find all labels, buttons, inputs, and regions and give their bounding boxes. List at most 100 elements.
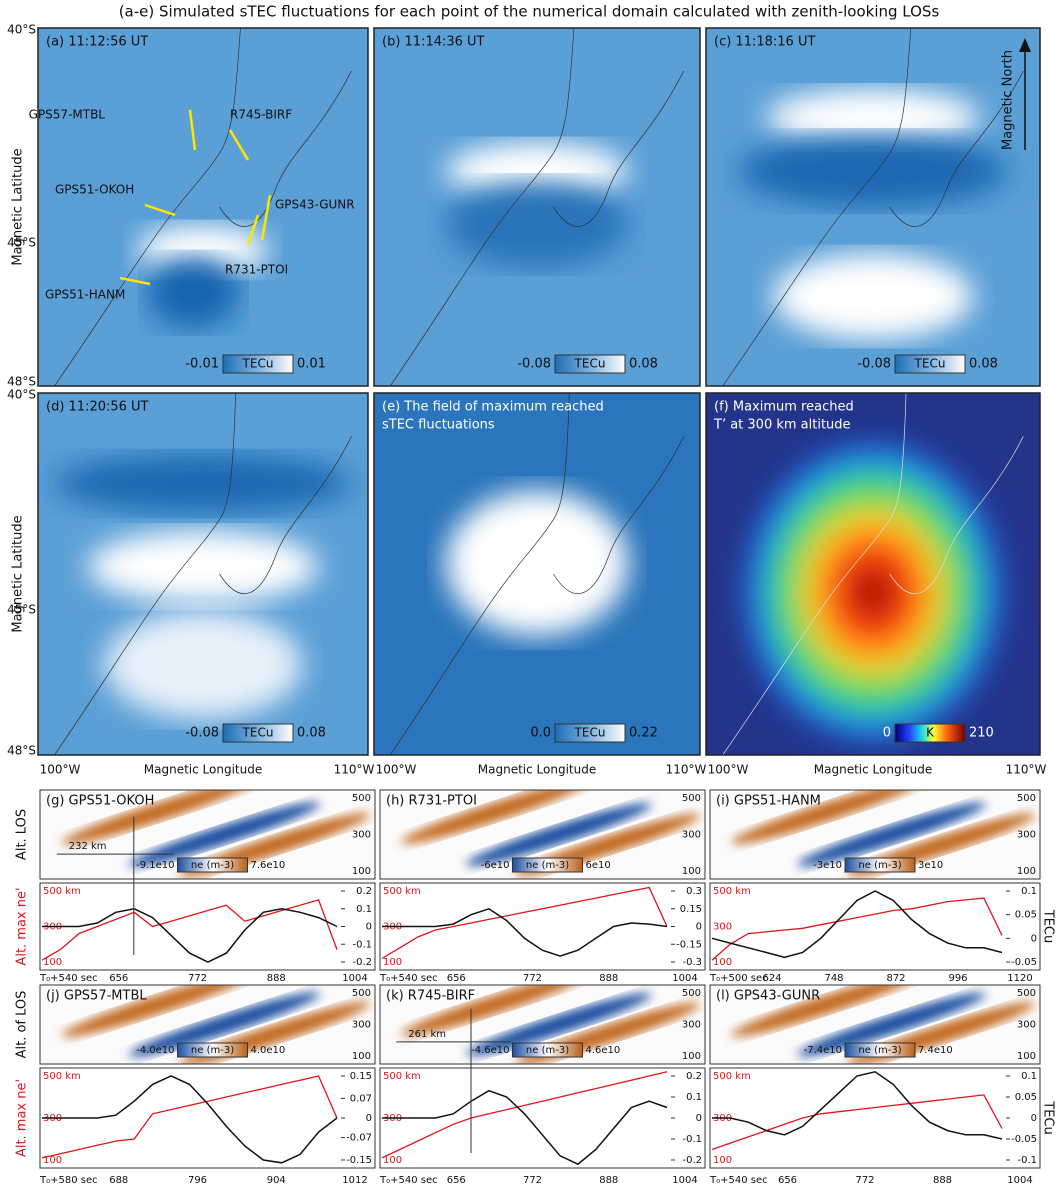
tec-tick-label: 0.07 [350, 1093, 372, 1104]
colorbar-min: -4.0e10 [136, 1045, 174, 1056]
lon-axis-label: Magnetic Longitude [144, 763, 262, 777]
tec-tick-label: 0.05 [1015, 1092, 1037, 1103]
panel-label: (l) GPS43-GUNR [716, 989, 820, 1004]
alt-tick-label: 300 [713, 922, 732, 933]
tec-tick-label: -0.05 [1011, 1134, 1037, 1145]
colorbar-min: -9.1e10 [136, 860, 174, 871]
heat-tick-label: 100 [682, 866, 701, 877]
colorbar-min: -0.08 [857, 357, 891, 372]
alt-tick-label: 500 km [383, 886, 421, 897]
map-field [88, 531, 319, 603]
x-tick-label: 1004 [1007, 1175, 1032, 1186]
tec-tick-label: -0.1 [1017, 1155, 1037, 1166]
alt-tick-label: 500 km [383, 1071, 421, 1082]
tec-tick-label: 0.3 [686, 886, 702, 897]
heat-tick-label: 100 [1017, 866, 1036, 877]
colorbar-max: 210 [969, 726, 994, 741]
heat-tick-label: 300 [352, 1020, 371, 1031]
tec-tick-label: 0 [696, 1113, 702, 1124]
x-tick-label: 796 [188, 1175, 207, 1186]
marker-label: 261 km [408, 1029, 446, 1040]
map-label: (c) 11:18:16 UT [714, 35, 815, 50]
colorbar-max: 0.01 [297, 357, 326, 372]
map-label: (e) The field of maximum reached [382, 400, 604, 415]
tec-tick-label: 0 [1031, 1113, 1037, 1124]
lat-tick-label: 48°S [7, 375, 36, 389]
map-label: (d) 11:20:56 UT [46, 400, 149, 415]
figure: (a-e) Simulated sTEC fluctuations for ea… [0, 0, 1058, 1190]
colorbar-max: 0.08 [969, 357, 998, 372]
heat-tick-label: 500 [682, 988, 701, 999]
station-label: GPS51-OKOH [55, 183, 134, 197]
map-field [446, 491, 629, 636]
lon-tick-label: 110°W [1006, 763, 1047, 777]
x-tick-label: 872 [886, 973, 905, 984]
lat-axis-label: Magnetic Latitude [11, 515, 26, 632]
heat-tick-label: 100 [1017, 1051, 1036, 1062]
x-tick-label: T₀+540 sec [39, 973, 98, 984]
row-label: Alt. max ne' [15, 1079, 30, 1157]
lat-tick-label: 48°S [7, 744, 36, 758]
panel-label: (g) GPS51-OKOH [46, 794, 154, 809]
heat-tick-label: 300 [682, 1020, 701, 1031]
colorbar-unit: ne (m-3) [526, 1045, 569, 1056]
colorbar-max: 0.22 [629, 726, 658, 741]
alt-tick-label: 100 [713, 1155, 732, 1166]
map-label: sTEC fluctuations [382, 418, 495, 433]
tec-tick-label: 0 [366, 922, 372, 933]
x-tick-label: 888 [933, 1175, 952, 1186]
row-label: Alt. LOS [15, 809, 30, 860]
panel-label: (j) GPS57-MTBL [46, 989, 147, 1004]
lon-tick-label: 100°W [376, 763, 417, 777]
x-tick-label: 656 [447, 1175, 466, 1186]
heat-tick-label: 500 [1017, 793, 1036, 804]
heat-tick-label: 300 [682, 830, 701, 841]
colorbar-unit: ne (m-3) [858, 1045, 901, 1056]
x-tick-label: 748 [824, 973, 843, 984]
map-field [55, 455, 352, 513]
map [706, 0, 1040, 386]
tec-tick-label: -0.1 [682, 1134, 702, 1145]
heat-tick-label: 300 [1017, 1020, 1036, 1031]
x-tick-label: 1120 [1007, 973, 1032, 984]
map-label: (b) 11:14:36 UT [382, 35, 485, 50]
x-tick-label: 772 [188, 973, 207, 984]
station-label: GPS57-MTBL [29, 108, 106, 122]
map-label: (a) 11:12:56 UT [46, 35, 148, 50]
x-tick-label: 1004 [342, 973, 367, 984]
tec-tick-label: 0 [696, 922, 702, 933]
lon-tick-label: 100°W [40, 763, 81, 777]
map-field [104, 610, 302, 719]
colorbar-min: -0.01 [185, 357, 219, 372]
colorbar-unit: ne (m-3) [526, 860, 569, 871]
x-tick-label: T₀+540 sec [379, 973, 438, 984]
colorbar-min: -3e10 [813, 860, 842, 871]
map-field [733, 429, 1014, 755]
colorbar-unit: ne (m-3) [858, 860, 901, 871]
heat-tick-label: 500 [352, 793, 371, 804]
x-tick-label: 1004 [672, 973, 697, 984]
row-label: Alt. max ne' [15, 887, 30, 965]
colorbar-max: 4.6e10 [586, 1045, 621, 1056]
alt-tick-label: 500 km [713, 1071, 751, 1082]
tec-tick-label: 0.1 [686, 1092, 702, 1103]
lat-axis-label: Magnetic Latitude [11, 148, 26, 265]
tec-tick-label: 0.2 [356, 886, 372, 897]
lon-axis-label: Magnetic Longitude [478, 763, 596, 777]
heat-tick-label: 300 [1017, 830, 1036, 841]
lon-tick-label: 100°W [708, 763, 749, 777]
tec-tick-label: 0.1 [1021, 886, 1037, 897]
x-tick-label: T₀+540 sec [709, 1175, 768, 1186]
colorbar-min: 0.0 [530, 726, 551, 741]
map [374, 0, 700, 386]
heat-tick-label: 100 [682, 1051, 701, 1062]
heat-tick-label: 500 [1017, 988, 1036, 999]
x-tick-label: 624 [762, 973, 781, 984]
tec-tick-label: -0.3 [682, 957, 702, 968]
colorbar-unit: ne (m-3) [191, 860, 234, 871]
lon-tick-label: 110°W [666, 763, 707, 777]
plot-frame [710, 883, 1040, 970]
colorbar-min: -0.08 [517, 357, 551, 372]
colorbar-unit: K [926, 726, 935, 740]
heat-tick-label: 100 [352, 1051, 371, 1062]
